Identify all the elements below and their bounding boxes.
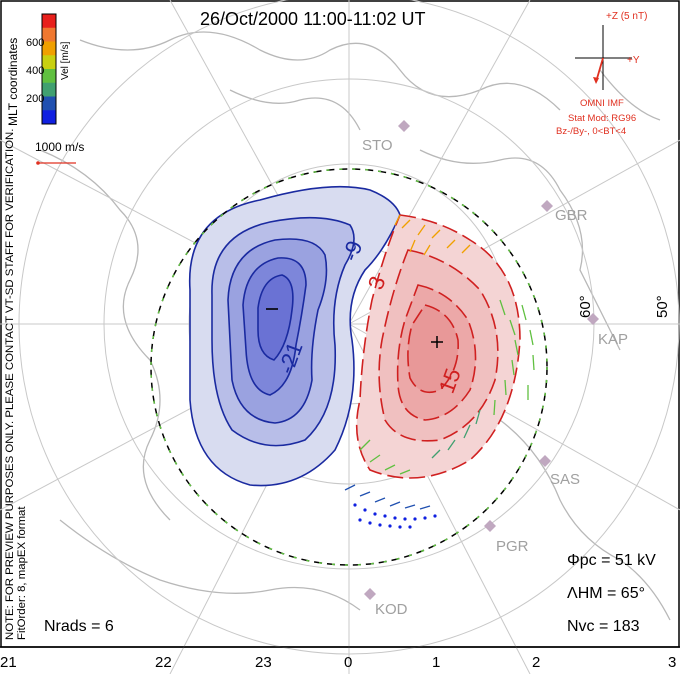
lambda-hm-stat: ΛHM = 65°: [567, 585, 645, 602]
station-markers: [364, 120, 599, 600]
phi-pc-stat: Φpc = 51 kV: [567, 552, 656, 569]
station-pgr: PGR: [496, 538, 529, 555]
mlt-hour-22: 22: [155, 654, 172, 671]
n-vc-stat: Nvc = 183: [567, 618, 640, 635]
colorbar-tick-600: 600: [26, 37, 45, 49]
mlt-hour-23: 23: [255, 654, 272, 671]
lat-label-50: 50°: [654, 295, 671, 318]
colorbar-segment: [42, 41, 56, 56]
colorbar-unit-label: Vel [m/s]: [60, 41, 71, 80]
vector-scale-dot: [36, 161, 40, 165]
mlt-hour-21: 21: [0, 654, 17, 671]
colorbar-segment: [42, 69, 56, 84]
lat-label-60: 60°: [577, 295, 594, 318]
vector-scale-label: 1000 m/s: [35, 140, 85, 154]
vector-origin-dots: [353, 503, 437, 529]
station-gbr: GBR: [555, 207, 588, 224]
coordinate-system-label: MLT coordinates: [6, 37, 20, 126]
colorbar-tick-200: 200: [26, 93, 45, 105]
negative-cell: [188, 185, 401, 487]
colorbar-frame: [41, 13, 57, 125]
fit-order-label: FitOrder: 8, mapEX format: [16, 506, 28, 640]
station-sas: SAS: [550, 471, 581, 488]
station-sto: STO: [362, 137, 393, 154]
stat-model-params: Bz-/By-, 0<BT<4: [556, 126, 627, 137]
imf-source: OMNI IMF: [580, 98, 624, 109]
imf-z-label: +Z (5 nT): [606, 11, 648, 22]
colorbar-segment: [42, 110, 56, 125]
mlt-hour-2: 2: [532, 654, 541, 671]
mlt-hour-3: 3: [668, 654, 677, 671]
colorbar-segment: [42, 55, 56, 70]
imf-clock: [575, 25, 632, 90]
colorbar: [42, 14, 56, 125]
mlt-hour-1: 1: [432, 654, 441, 671]
colorbar-tick-400: 400: [26, 65, 45, 77]
imf-y-label: +Y: [627, 55, 640, 66]
positive-cell: [355, 214, 521, 479]
colorbar-segment: [42, 27, 56, 42]
stat-model: Stat Mod: RG96: [568, 113, 637, 124]
colorbar-segment: [42, 14, 56, 29]
preview-note: NOTE: FOR PREVIEW PURPOSES ONLY. PLEASE …: [4, 128, 16, 640]
max-marker: [431, 336, 443, 348]
colorbar-segment: [42, 96, 56, 111]
colorbar-segment: [42, 82, 56, 97]
station-kap: KAP: [598, 331, 629, 348]
n-rads-stat: Nrads = 6: [44, 618, 114, 635]
mlt-hour-0: 0: [344, 654, 353, 671]
hm-boundary-green: [150, 168, 548, 566]
station-kod: KOD: [375, 601, 408, 618]
velocity-vectors: [344, 214, 535, 510]
map-title: 26/Oct/2000 11:00-11:02 UT: [200, 9, 426, 29]
